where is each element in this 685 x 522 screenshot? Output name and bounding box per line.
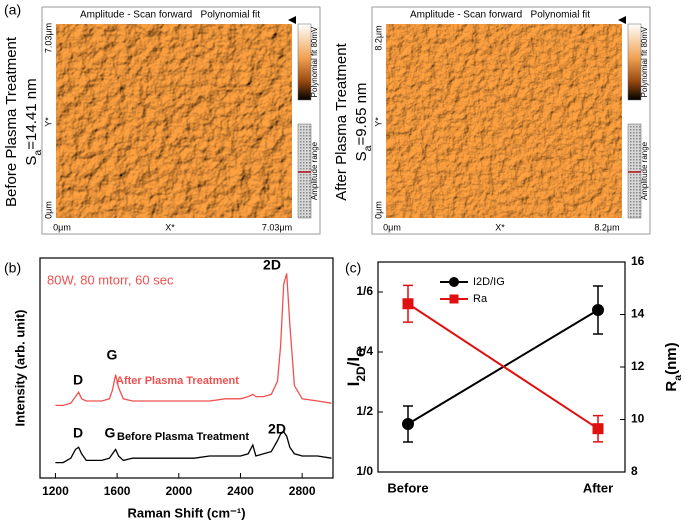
afm-y-tick: 0μm	[373, 201, 383, 219]
peak-label: 2D	[263, 257, 281, 273]
range-label: Amplitude range	[310, 141, 319, 200]
y2-tick-label: 14	[631, 307, 645, 321]
y-tick-label: 1/4	[356, 344, 373, 358]
roughness-label-part: S	[353, 151, 370, 161]
y-tick-label: 1/2	[356, 404, 373, 418]
y-axis-label-part: /I	[344, 357, 363, 366]
y2-tick-label: 10	[631, 412, 645, 426]
conditions: 80W, 80 mtorr, 60 sec	[47, 272, 174, 287]
y-axis-label-part: I	[344, 382, 363, 387]
colorbar	[297, 23, 312, 101]
spectrum-line	[55, 430, 332, 464]
panel-label: (a)	[4, 2, 21, 18]
afm-title: Amplitude - Scan forward Polynomial fit	[410, 10, 590, 21]
afm-y-tick: 0μm	[43, 201, 53, 219]
x-tick-label: 1200	[42, 484, 69, 498]
plot-frame	[39, 257, 334, 479]
peak-label: G	[105, 425, 116, 441]
spectrum-line	[55, 273, 332, 407]
roughness-label-part: a	[32, 150, 44, 156]
peak-label: D	[73, 425, 83, 441]
series-label: After Plasma Treatment	[116, 375, 239, 387]
y2-axis-label-part: (nm)	[663, 342, 680, 375]
colorbar-label: Polynomial fit 80mV	[640, 26, 649, 97]
y2-axis-label: Ra(nm)	[663, 342, 684, 391]
marker	[592, 423, 604, 435]
x-tick-label: After	[583, 480, 613, 495]
afm-x-tick: X*	[165, 222, 175, 232]
x-tick-label: 2400	[227, 484, 254, 498]
peak-label: 2D	[268, 421, 286, 437]
marker	[592, 304, 604, 316]
y-tick-label: 1/0	[356, 464, 373, 478]
marker	[402, 298, 414, 310]
y2-axis-label-part: a	[672, 375, 684, 381]
afm-image	[56, 24, 292, 218]
legend-label: I2D/IG	[473, 276, 505, 288]
x-tick-label: 1600	[104, 484, 131, 498]
y-axis-label: Intensity (arb. unit)	[12, 310, 27, 427]
y-axis-label-part: 2D	[354, 366, 368, 382]
y2-tick-label: 16	[631, 254, 645, 268]
treatment-label: After Plasma Treatment	[333, 42, 350, 200]
x-tick-label: Before	[387, 480, 428, 495]
range-label: Amplitude range	[640, 141, 649, 200]
colorbar	[627, 23, 642, 101]
roughness-label-part: =9.65 nm	[353, 83, 370, 146]
roughness-label: Sa=9.65 nm	[353, 83, 374, 162]
roughness-label-part: S	[23, 156, 40, 166]
marker-triangle	[288, 16, 296, 24]
y2-axis-label-part: R	[663, 381, 680, 392]
amplitude-range	[297, 123, 312, 219]
afm-x-tick: 0μm	[53, 222, 71, 232]
colorbar-label: Polynomial fit 80mV	[310, 26, 319, 97]
marker	[402, 418, 414, 430]
afm-x-tick: 7.03μm	[262, 222, 292, 232]
y2-tick-label: 12	[631, 359, 645, 373]
afm-x-tick: 0μm	[383, 222, 401, 232]
legend-marker	[449, 277, 459, 287]
afm-y-tick: 8.2μm	[373, 25, 383, 50]
amplitude-range	[627, 123, 642, 219]
treatment-label: Before Plasma Treatment	[3, 36, 20, 207]
roughness-label-part: a	[362, 145, 374, 151]
afm-x-tick: X*	[495, 222, 505, 232]
afm-title: Amplitude - Scan forward Polynomial fit	[80, 10, 260, 21]
legend-label: Ra	[473, 293, 488, 305]
y-tick-label: 1/6	[356, 284, 373, 298]
afm-y-tick: Y*	[373, 117, 383, 127]
afm-y-tick: Y*	[43, 117, 53, 127]
afm-image	[386, 24, 622, 218]
y-axis-label-part: G	[354, 348, 368, 357]
series-line	[407, 302, 599, 430]
panel-label: (c)	[345, 260, 361, 276]
peak-label: D	[73, 372, 83, 388]
afm-x-tick: 8.2μm	[594, 222, 619, 232]
y2-tick-label: 8	[631, 464, 638, 478]
x-axis-label: Raman Shift (cm⁻¹)	[127, 505, 245, 520]
panel-label: (b)	[4, 260, 21, 276]
legend-marker	[449, 294, 459, 304]
series-label: Before Plasma Treatment	[117, 431, 249, 443]
roughness-label: Sa=14.41 nm	[23, 78, 44, 165]
x-tick-label: 2000	[165, 484, 192, 498]
peak-label: G	[107, 347, 118, 363]
afm-y-tick: 7.03μm	[43, 23, 53, 53]
marker-triangle	[618, 16, 626, 24]
roughness-label-part: =14.41 nm	[23, 78, 40, 149]
x-tick-label: 2800	[289, 484, 316, 498]
y-axis-label: I2D/IG	[344, 348, 368, 387]
